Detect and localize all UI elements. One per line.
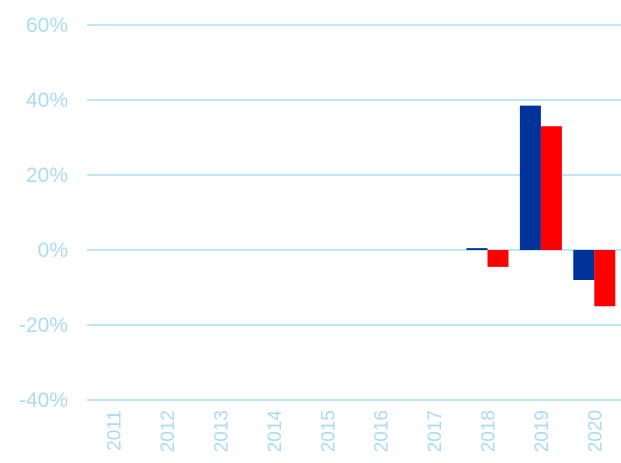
x-tick-label: 2015 xyxy=(318,410,339,452)
y-tick-label: -40% xyxy=(19,389,68,412)
bar-series-2-2020 xyxy=(594,250,616,307)
y-tick-label: 40% xyxy=(26,89,68,112)
bar-series-1-2020 xyxy=(573,250,595,280)
x-tick-label: 2019 xyxy=(532,410,553,452)
y-tick-label: 60% xyxy=(26,14,68,37)
gridlines xyxy=(87,24,621,401)
bar-series-2-2019 xyxy=(540,126,562,250)
x-tick-label: 2016 xyxy=(372,410,393,452)
x-tick-label: 2020 xyxy=(585,410,606,452)
x-tick-label: 2014 xyxy=(265,410,286,453)
x-tick-label: 2011 xyxy=(105,410,126,451)
x-tick-label: 2013 xyxy=(212,410,233,452)
x-axis-tick-labels: 2011 2012 2013 2014 2015 2016 2017 2018 2019 2020 xyxy=(105,410,607,453)
bars xyxy=(466,105,616,307)
x-tick-label: 2017 xyxy=(425,410,446,452)
bar-series-2-2018 xyxy=(487,250,509,267)
y-tick-label: 20% xyxy=(26,164,68,187)
y-tick-label: -20% xyxy=(19,314,68,337)
x-tick-label: 2012 xyxy=(158,410,179,452)
y-tick-label: 0% xyxy=(38,239,68,262)
bar-series-1-2019 xyxy=(519,105,541,250)
bar-series-1-2018 xyxy=(466,248,488,250)
x-tick-label: 2018 xyxy=(479,410,500,452)
y-axis-tick-labels: 60% 40% 20% 0% -20% -40% xyxy=(19,14,68,412)
